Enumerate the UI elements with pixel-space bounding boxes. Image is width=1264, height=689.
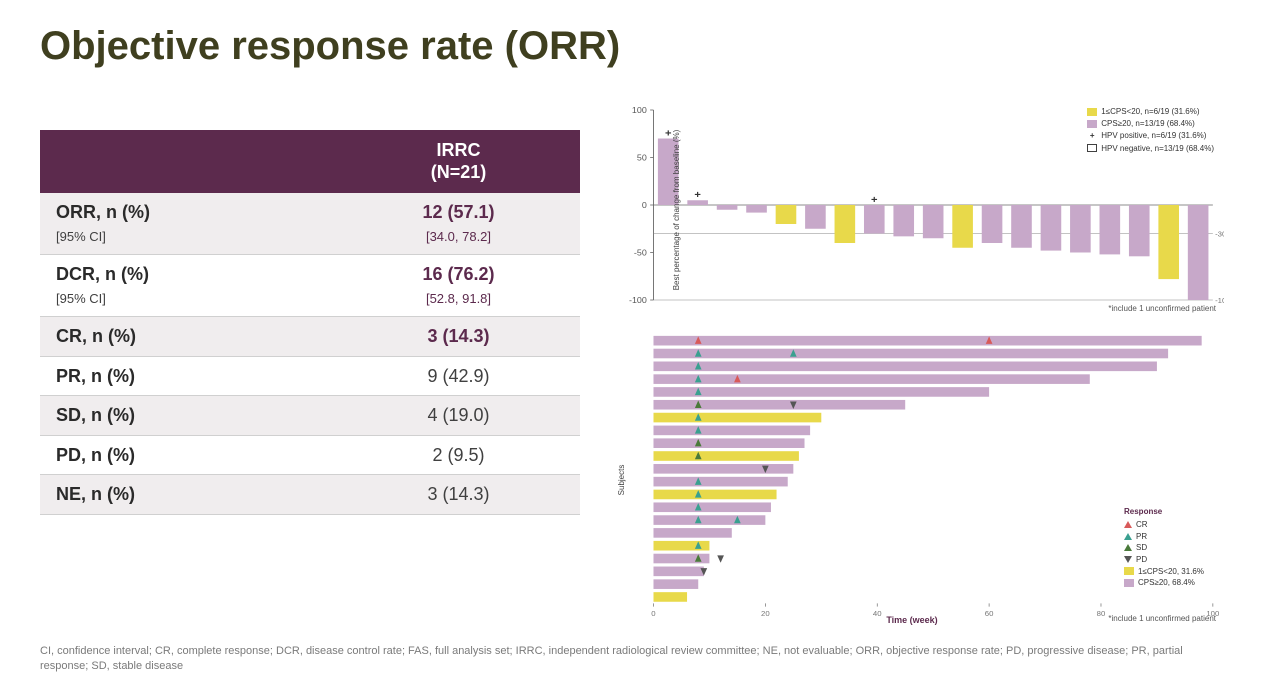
table-row: ORR, n (%)[95% CI]12 (57.1)[34.0, 78.2] xyxy=(40,193,580,255)
table-row: PD, n (%)2 (9.5) xyxy=(40,435,580,475)
charts-panel: Best percentage of change from baseline … xyxy=(600,100,1224,629)
svg-text:+: + xyxy=(871,194,878,205)
svg-text:+: + xyxy=(665,128,672,139)
waterfall-note: *include 1 unconfirmed patient xyxy=(1108,304,1216,313)
table-header-right: IRRC (N=21) xyxy=(337,130,580,193)
svg-text:-50: -50 xyxy=(634,248,647,257)
swimmer-legend: ResponseCRPRSDPD1≤CPS<20, 31.6%CPS≥20, 6… xyxy=(1124,506,1204,589)
swimmer-ylabel: Subjects xyxy=(617,464,626,495)
svg-text:20: 20 xyxy=(761,609,770,618)
table-row: SD, n (%)4 (19.0) xyxy=(40,396,580,436)
table-row: DCR, n (%)[95% CI]16 (76.2)[52.8, 91.8] xyxy=(40,255,580,317)
orr-table: IRRC (N=21) ORR, n (%)[95% CI]12 (57.1)[… xyxy=(40,130,580,515)
svg-text:-30%: -30% xyxy=(1215,230,1224,239)
waterfall-legend: 1≤CPS<20, n=6/19 (31.6%)CPS≥20, n=13/19 … xyxy=(1087,106,1214,155)
table-row: PR, n (%)9 (42.9) xyxy=(40,356,580,396)
svg-text:50: 50 xyxy=(637,153,647,162)
svg-text:0: 0 xyxy=(651,609,655,618)
svg-text:+: + xyxy=(694,190,701,201)
content-area: IRRC (N=21) ORR, n (%)[95% CI]12 (57.1)[… xyxy=(40,100,1224,629)
svg-text:100: 100 xyxy=(632,105,647,114)
svg-text:-100%: -100% xyxy=(1215,296,1224,305)
waterfall-ylabel: Best percentage of change from baseline … xyxy=(672,130,681,291)
table-row: CR, n (%)3 (14.3) xyxy=(40,317,580,357)
svg-text:40: 40 xyxy=(873,609,882,618)
swimmer-note: *include 1 unconfirmed patient xyxy=(1108,614,1216,623)
svg-text:60: 60 xyxy=(985,609,994,618)
table-row: NE, n (%)3 (14.3) xyxy=(40,475,580,515)
footnote: CI, confidence interval; CR, complete re… xyxy=(40,644,1224,673)
table-header-left xyxy=(40,130,337,193)
swimmer-xlabel: Time (week) xyxy=(886,615,937,625)
svg-text:-100: -100 xyxy=(629,295,647,304)
waterfall-chart: Best percentage of change from baseline … xyxy=(600,100,1224,320)
svg-text:0: 0 xyxy=(642,200,647,209)
page-title: Objective response rate (ORR) xyxy=(40,24,620,69)
table-panel: IRRC (N=21) ORR, n (%)[95% CI]12 (57.1)[… xyxy=(40,100,580,629)
swimmer-chart: Subjects 020406080100 ResponseCRPRSDPD1≤… xyxy=(600,330,1224,629)
svg-text:80: 80 xyxy=(1097,609,1106,618)
